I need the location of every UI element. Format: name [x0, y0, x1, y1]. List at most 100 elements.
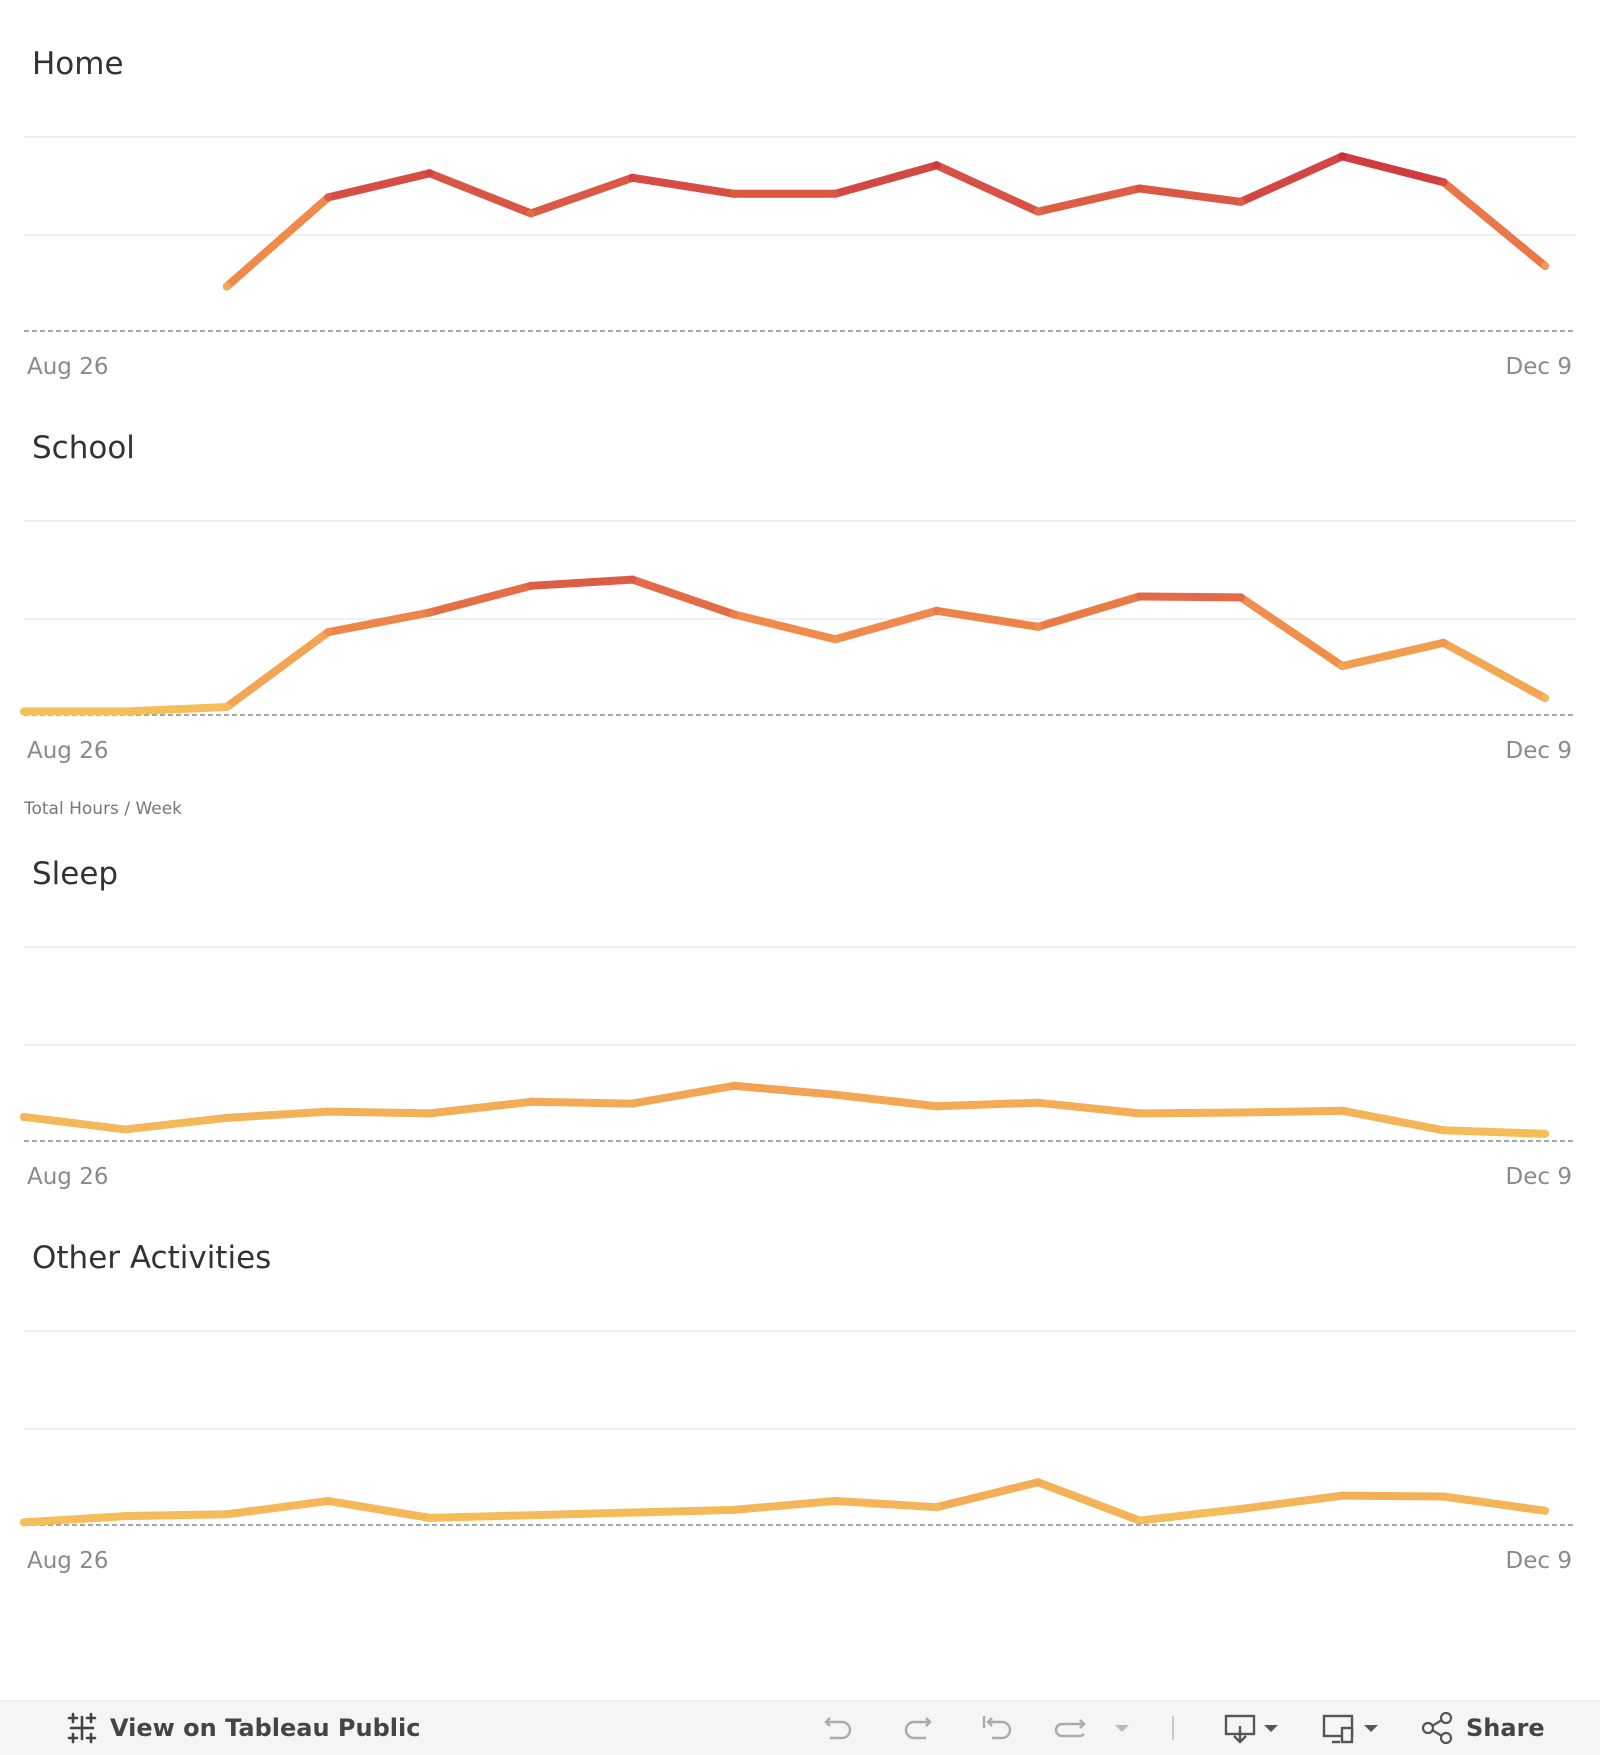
data-point[interactable] — [527, 1097, 535, 1106]
data-point[interactable] — [932, 1503, 941, 1512]
data-point[interactable] — [628, 1508, 637, 1517]
download-button[interactable] — [1222, 1701, 1282, 1755]
view-on-tableau-label: View on Tableau Public — [110, 1714, 421, 1742]
toolbar-separator — [1172, 1716, 1174, 1740]
data-point[interactable] — [1338, 152, 1347, 161]
data-point[interactable] — [121, 1125, 130, 1134]
home-title: Home — [32, 46, 124, 82]
data-point[interactable] — [729, 1081, 738, 1090]
data-point[interactable] — [932, 606, 941, 615]
data-point[interactable] — [1236, 1504, 1245, 1513]
data-point[interactable] — [1135, 184, 1144, 193]
revert-button[interactable] — [978, 1701, 1018, 1755]
data-point[interactable] — [527, 1511, 535, 1520]
line-segment — [121, 1113, 231, 1134]
data-point[interactable] — [1236, 197, 1245, 206]
data-point[interactable] — [222, 282, 231, 291]
home-panel: Home Aug 26 Dec 9 — [24, 46, 1576, 380]
data-point[interactable] — [1439, 1492, 1448, 1501]
line-segment — [324, 608, 434, 637]
tableau-toolbar: View on Tableau Public — [0, 1700, 1600, 1755]
data-point[interactable] — [222, 702, 231, 711]
data-point[interactable] — [1541, 1129, 1549, 1138]
view-on-tableau-link[interactable]: View on Tableau Public — [64, 1701, 420, 1755]
line-segment — [527, 173, 637, 218]
data-point[interactable] — [729, 1505, 738, 1514]
data-point[interactable] — [324, 1496, 333, 1505]
data-point[interactable] — [324, 1107, 333, 1116]
data-point[interactable] — [729, 610, 738, 619]
data-point[interactable] — [1439, 178, 1448, 187]
charts-area: Home Aug 26 Dec 9 School Aug 26 Dec 9 To… — [20, 46, 1576, 1574]
line-segment — [729, 1496, 840, 1514]
data-point[interactable] — [1439, 1126, 1448, 1135]
data-point[interactable] — [425, 169, 434, 178]
data-point[interactable] — [121, 707, 130, 716]
data-point[interactable] — [1236, 1108, 1245, 1117]
data-point[interactable] — [1439, 638, 1448, 647]
data-point[interactable] — [1541, 261, 1549, 270]
data-point[interactable] — [222, 1113, 231, 1122]
start-date-label: Aug 26 — [27, 354, 109, 380]
data-point[interactable] — [20, 1518, 28, 1527]
data-point[interactable] — [324, 193, 333, 202]
data-point[interactable] — [121, 1512, 130, 1521]
line-segment — [1236, 152, 1347, 206]
refresh-icon — [1050, 1708, 1090, 1748]
tableau-logo-icon — [64, 1710, 100, 1746]
line-segment — [425, 169, 535, 218]
pause-dropdown-button[interactable] — [1110, 1701, 1134, 1755]
data-point[interactable] — [1034, 622, 1042, 631]
device-layout-button[interactable] — [1320, 1701, 1382, 1755]
school-series — [20, 575, 1549, 716]
data-point[interactable] — [20, 707, 28, 716]
data-point[interactable] — [831, 189, 840, 198]
data-point[interactable] — [1135, 592, 1144, 601]
data-point[interactable] — [1338, 662, 1347, 670]
line-segment — [729, 1081, 840, 1099]
undo-button[interactable] — [818, 1701, 858, 1755]
data-point[interactable] — [831, 1090, 840, 1099]
undo-icon — [818, 1708, 858, 1748]
data-point[interactable] — [729, 189, 738, 198]
school-panel: School Aug 26 Dec 9 — [20, 430, 1576, 764]
end-date-label: Dec 9 — [1506, 1548, 1572, 1574]
data-point[interactable] — [1541, 1506, 1549, 1515]
data-point[interactable] — [1338, 1106, 1347, 1115]
data-point[interactable] — [20, 1112, 28, 1121]
data-point[interactable] — [425, 1109, 434, 1118]
data-point[interactable] — [527, 581, 535, 590]
line-segment — [729, 610, 840, 644]
data-point[interactable] — [1034, 1098, 1042, 1107]
refresh-button[interactable] — [1050, 1701, 1090, 1755]
line-segment — [121, 1510, 231, 1521]
line-segment — [628, 1505, 738, 1517]
data-point[interactable] — [628, 1099, 637, 1108]
data-point[interactable] — [1135, 1516, 1144, 1525]
data-point[interactable] — [932, 161, 941, 170]
data-point[interactable] — [222, 1510, 231, 1519]
data-point[interactable] — [1135, 1109, 1144, 1118]
line-segment — [20, 1112, 130, 1134]
data-point[interactable] — [628, 575, 637, 584]
data-point[interactable] — [324, 628, 333, 637]
data-point[interactable] — [1034, 207, 1042, 216]
line-segment — [425, 581, 535, 617]
line-segment — [1034, 184, 1144, 216]
data-point[interactable] — [932, 1102, 941, 1111]
data-point[interactable] — [1034, 1478, 1042, 1487]
data-point[interactable] — [1541, 694, 1549, 703]
data-point[interactable] — [527, 209, 535, 218]
data-point[interactable] — [425, 608, 434, 617]
data-point[interactable] — [1338, 1491, 1347, 1500]
data-point[interactable] — [831, 1496, 840, 1505]
start-date-label: Aug 26 — [27, 1548, 109, 1574]
redo-button[interactable] — [898, 1701, 938, 1755]
data-point[interactable] — [628, 173, 637, 182]
data-point[interactable] — [831, 635, 840, 644]
data-point[interactable] — [425, 1513, 434, 1522]
unit-label: Total Hours / Week — [23, 799, 182, 819]
share-button[interactable]: Share — [1418, 1701, 1545, 1755]
data-point[interactable] — [1236, 593, 1245, 602]
sleep-panel: Sleep Aug 26 Dec 9 — [20, 856, 1576, 1190]
